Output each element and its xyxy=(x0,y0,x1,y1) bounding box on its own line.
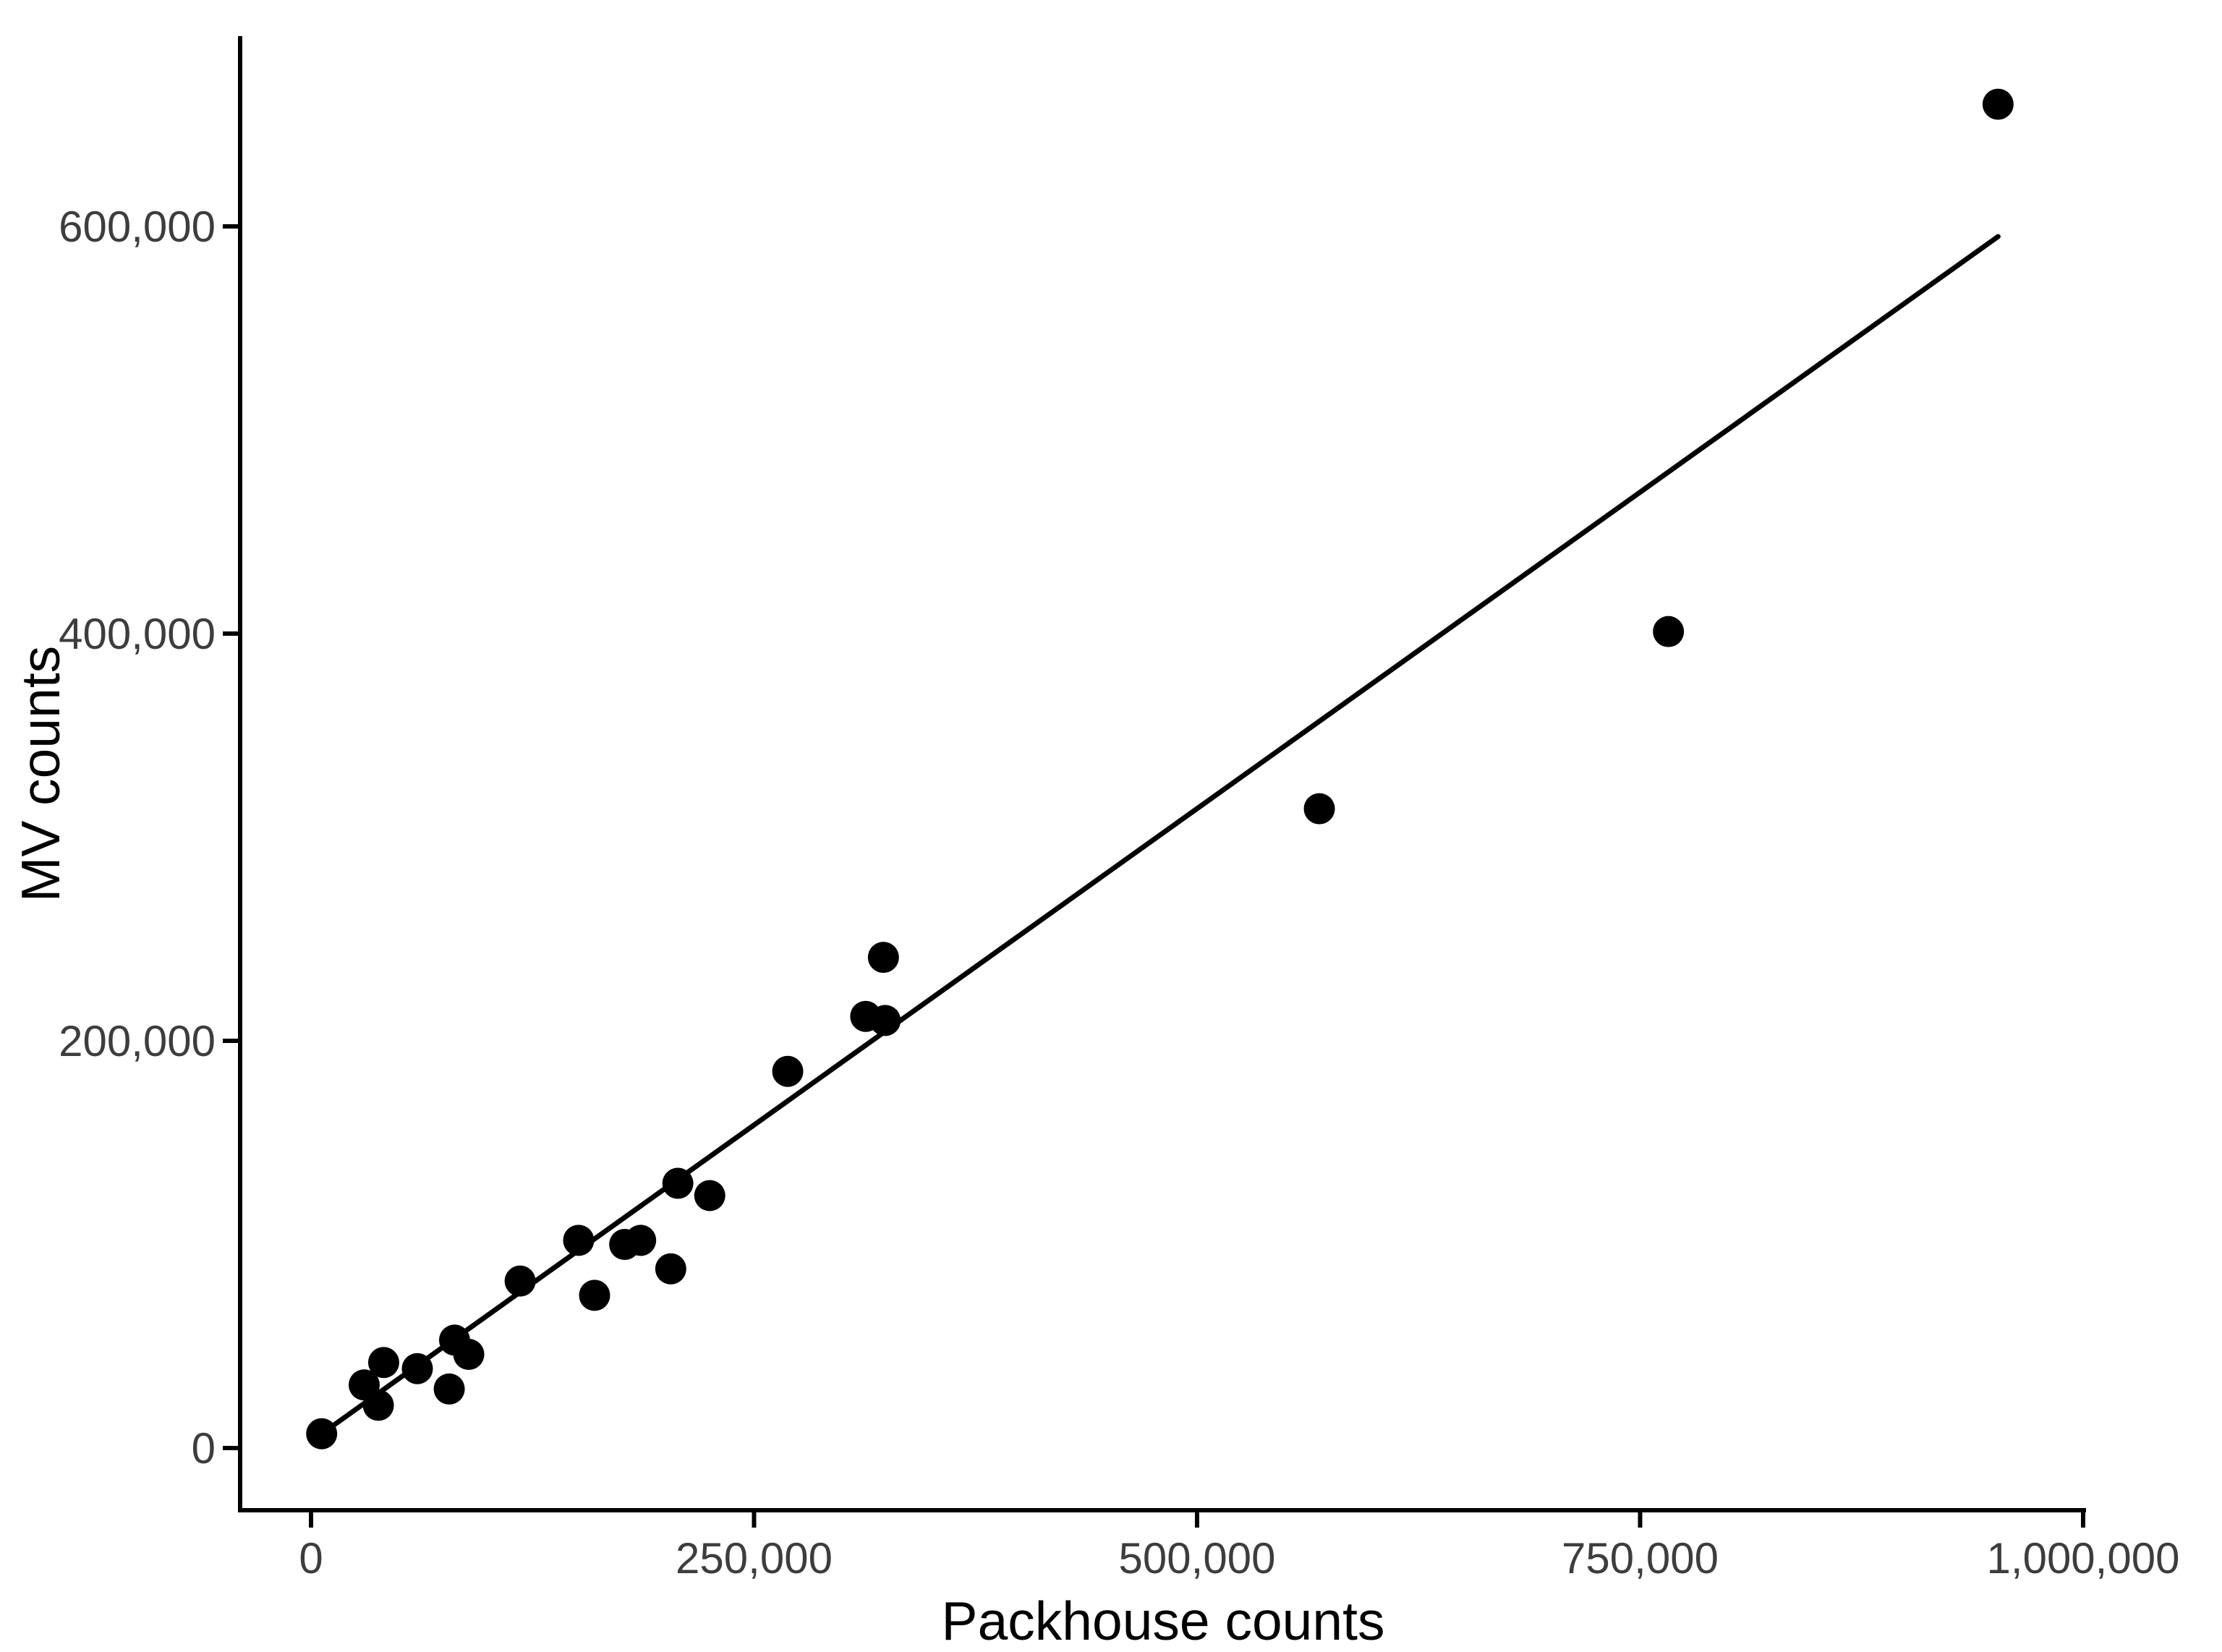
fit-line xyxy=(319,234,2001,1436)
data-point xyxy=(867,942,899,974)
data-point xyxy=(579,1280,610,1311)
y-tick-group: 0 200,000 400,000 600,000 xyxy=(59,203,240,1473)
y-tick-label: 200,000 xyxy=(59,1017,216,1065)
x-axis-title: Packhouse counts xyxy=(942,1591,1385,1651)
y-tick-label: 0 xyxy=(192,1424,216,1473)
scatter-points xyxy=(306,88,2014,1449)
data-point xyxy=(401,1353,433,1384)
data-point xyxy=(694,1180,725,1212)
fit-line-group xyxy=(319,234,2001,1436)
data-point xyxy=(306,1418,338,1449)
data-point xyxy=(453,1339,485,1371)
x-tick-label: 1,000,000 xyxy=(1987,1534,2180,1583)
data-point xyxy=(655,1253,686,1285)
x-tick-label: 750,000 xyxy=(1562,1534,1719,1583)
x-axis: 0 250,000 500,000 750,000 1,000,000 xyxy=(238,1508,2179,1583)
data-point xyxy=(869,1005,901,1036)
data-point xyxy=(1303,793,1335,825)
y-axis: 0 200,000 400,000 600,000 xyxy=(59,36,242,1512)
data-point xyxy=(1982,88,2014,120)
data-point xyxy=(625,1225,657,1256)
data-point xyxy=(367,1347,399,1379)
y-tick-label: 400,000 xyxy=(59,610,216,658)
data-point xyxy=(563,1225,595,1256)
x-tick-label: 0 xyxy=(299,1534,323,1583)
data-point xyxy=(1653,616,1685,647)
data-point xyxy=(772,1055,804,1087)
x-tick-label: 500,000 xyxy=(1119,1534,1276,1583)
data-point xyxy=(504,1265,536,1297)
x-tick-group: 0 250,000 500,000 750,000 1,000,000 xyxy=(299,1510,2179,1583)
data-point xyxy=(433,1373,465,1405)
y-tick-label: 600,000 xyxy=(59,203,216,251)
data-point xyxy=(362,1389,394,1421)
y-axis-title: MV counts xyxy=(10,646,71,902)
x-tick-label: 250,000 xyxy=(676,1534,833,1583)
data-point xyxy=(662,1167,694,1199)
